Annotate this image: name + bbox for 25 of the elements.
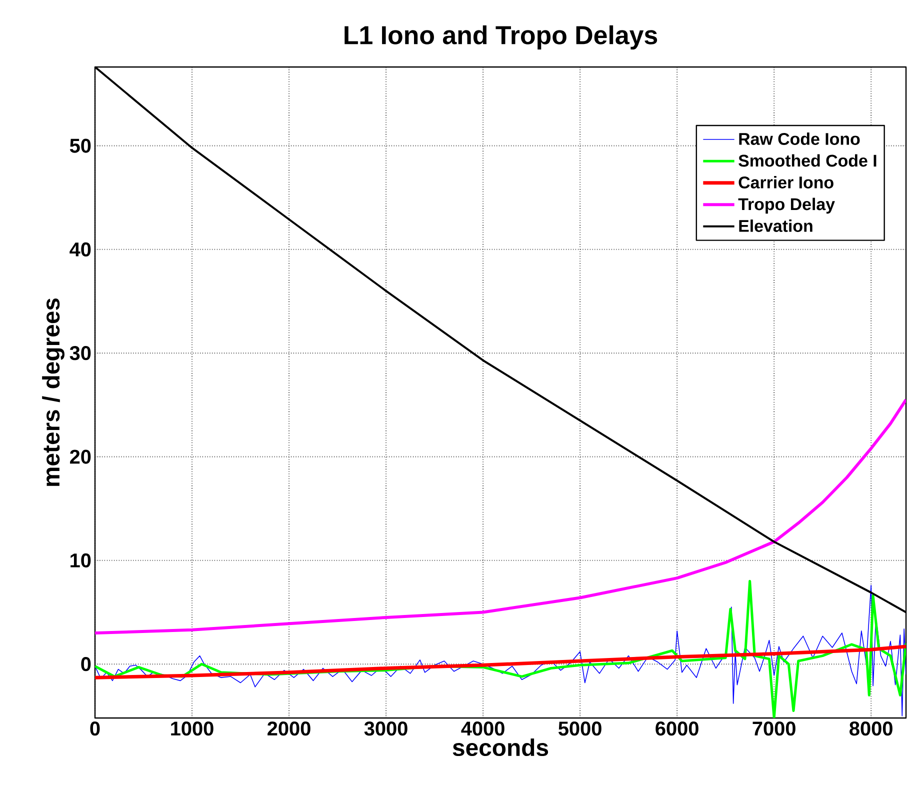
x-tick-label: 7000	[752, 722, 796, 736]
legend-label: Tropo Delay	[738, 198, 835, 214]
legend-label: Raw Code Iono	[739, 132, 860, 145]
y-tick-label: 40	[70, 242, 91, 256]
chart-title: L1 Iono and Tropo Delays	[344, 25, 658, 50]
legend-label: Elevation	[739, 220, 812, 232]
x-tick-label: 4000	[461, 722, 504, 736]
line-series	[95, 644, 906, 680]
x-tick-label: 6000	[656, 722, 698, 736]
x-tick-label: 3000	[364, 722, 408, 736]
x-tick-label: 0	[90, 722, 100, 736]
legend-label: Carrier Iono	[738, 176, 834, 188]
x-tick-label: 2000	[268, 722, 310, 736]
y-tick-label: 50	[70, 138, 91, 153]
y-tick-label: 0	[81, 657, 91, 672]
legend-label: Smoothed Code I	[738, 154, 876, 167]
y-tick-label: 10	[70, 553, 91, 568]
x-tick-label: 1000	[171, 722, 214, 736]
x-axis-title: seconds	[452, 738, 548, 756]
line-series	[95, 398, 906, 634]
y-tick-label: 20	[70, 450, 91, 464]
y-axis-title: meters / degrees	[42, 298, 64, 486]
x-tick-label: 8000	[850, 722, 892, 736]
y-tick-label: 30	[70, 346, 91, 360]
x-tick-label: 5000	[558, 722, 602, 736]
